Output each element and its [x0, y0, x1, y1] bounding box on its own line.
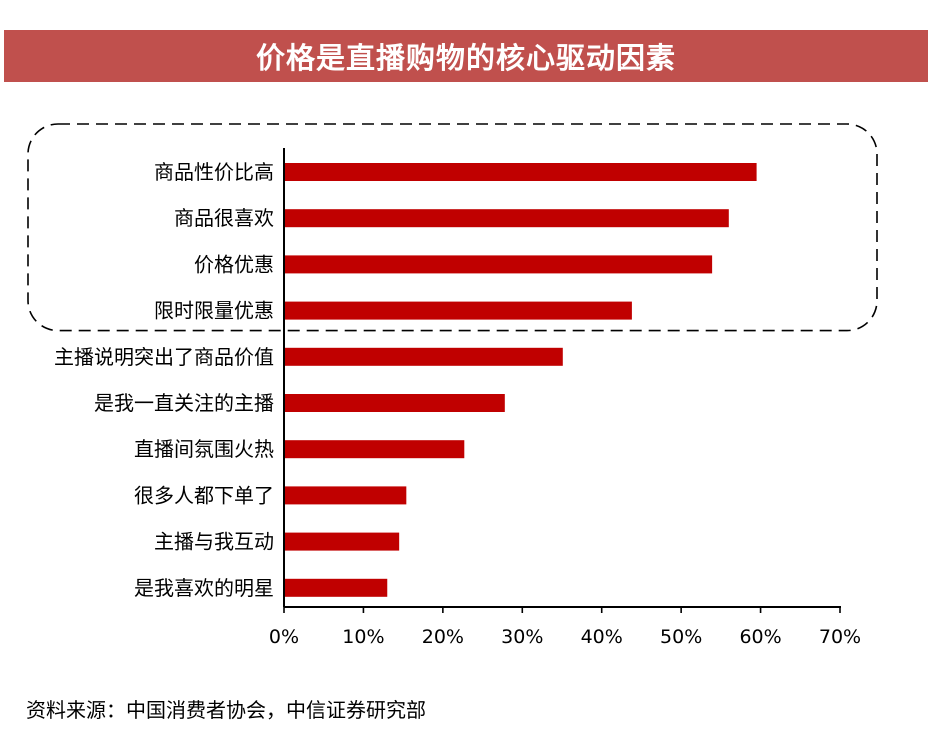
x-tick-label: 30%	[501, 626, 543, 648]
bar	[285, 532, 400, 551]
category-label: 很多人都下单了	[134, 483, 274, 507]
chart-title: 价格是直播购物的核心驱动因素	[255, 41, 676, 75]
category-label: 商品很喜欢	[174, 206, 274, 230]
bar	[285, 578, 388, 597]
x-tick-label: 20%	[422, 626, 464, 648]
category-label: 价格优惠	[194, 252, 274, 276]
x-tick-label: 60%	[739, 626, 781, 648]
bar	[285, 163, 757, 181]
bar	[285, 394, 505, 412]
category-label: 是我喜欢的明星	[134, 576, 274, 600]
title-banner: 价格是直播购物的核心驱动因素	[4, 30, 928, 82]
x-tick-label: 10%	[342, 626, 384, 648]
bar	[285, 301, 632, 320]
bar	[285, 440, 465, 459]
bar	[285, 255, 713, 274]
x-tick-label: 50%	[660, 626, 702, 648]
category-label: 限时限量优惠	[154, 299, 274, 323]
category-label: 直播间氛围火热	[134, 437, 274, 461]
bar	[285, 347, 563, 366]
category-label: 是我一直关注的主播	[94, 391, 274, 415]
category-label: 主播说明突出了商品价值	[54, 345, 274, 369]
bar	[285, 486, 407, 505]
highlight-box	[27, 123, 878, 332]
category-label: 主播与我互动	[154, 530, 274, 554]
bar	[285, 209, 729, 228]
category-label: 商品性价比高	[154, 160, 274, 184]
x-tick-label: 40%	[581, 626, 623, 648]
x-tick-label: 0%	[269, 626, 299, 648]
x-tick-label: 70%	[819, 626, 861, 648]
source-note: 资料来源：中国消费者协会，中信证券研究部	[26, 698, 426, 722]
